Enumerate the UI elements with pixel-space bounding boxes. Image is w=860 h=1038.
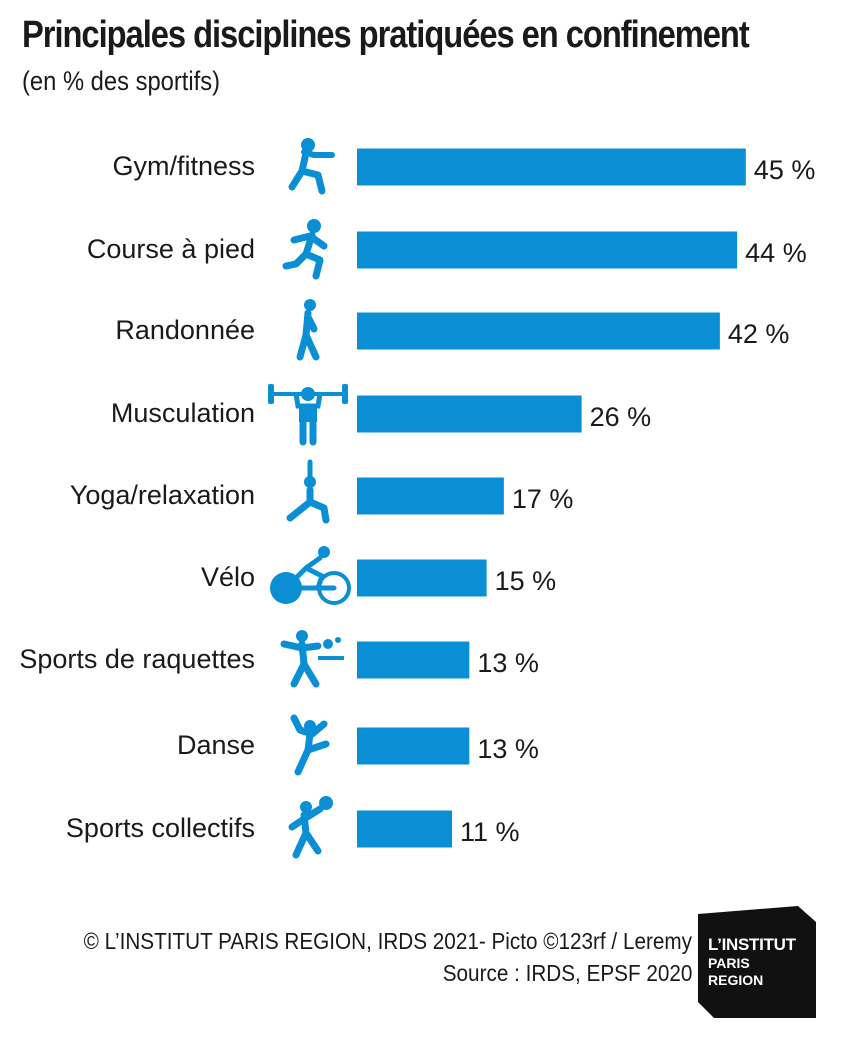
- cycling-icon: [270, 546, 351, 605]
- bar-chart: Gym/fitness 45 % Course à pied 44 % Randonné…: [19, 138, 816, 859]
- category-label: Sports de raquettes: [19, 644, 255, 674]
- team-sports-icon: [288, 796, 333, 859]
- weightlifting-icon: [268, 384, 348, 446]
- institut-logo: [698, 906, 816, 1018]
- yoga-icon: [286, 459, 330, 524]
- bar: [357, 559, 487, 597]
- logo-text: L’INSTITUT PARIS REGION: [708, 936, 796, 987]
- bar: [357, 312, 720, 350]
- value-label: 26 %: [590, 402, 652, 432]
- category-label: Randonnée: [115, 315, 255, 345]
- logo-line-3: REGION: [708, 972, 764, 988]
- category-label: Gym/fitness: [112, 151, 255, 181]
- bar: [357, 395, 582, 433]
- hiking-icon: [296, 299, 320, 361]
- bar: [357, 231, 738, 269]
- copyright-credit: © L’INSTITUT PARIS REGION, IRDS 2021- Pi…: [83, 928, 692, 954]
- value-label: 17 %: [512, 484, 574, 514]
- chart-title: Principales disciplines pratiquées en co…: [22, 14, 750, 56]
- value-label: 45 %: [754, 155, 816, 185]
- bar: [357, 148, 746, 186]
- value-label: 15 %: [495, 566, 557, 596]
- category-label: Danse: [177, 730, 255, 760]
- bar: [357, 477, 504, 515]
- logo-line-1: L’INSTITUT: [708, 935, 796, 954]
- category-label: Vélo: [201, 562, 255, 592]
- logo-line-2: PARIS: [708, 955, 750, 971]
- value-label: 13 %: [477, 648, 539, 678]
- category-label: Sports collectifs: [66, 813, 255, 843]
- dance-icon: [290, 714, 330, 776]
- bar: [357, 727, 470, 765]
- running-icon: [282, 219, 328, 280]
- logo-shape: [698, 906, 816, 1018]
- bar: [357, 641, 470, 679]
- value-label: 13 %: [477, 734, 539, 764]
- value-label: 42 %: [728, 319, 790, 349]
- chart-subtitle: (en % des sportifs): [22, 66, 221, 96]
- bar: [357, 810, 453, 848]
- category-label: Yoga/relaxation: [70, 480, 255, 510]
- category-label: Musculation: [111, 398, 255, 428]
- fitness-icon: [288, 138, 335, 195]
- source-credit: Source : IRDS, EPSF 2020: [442, 960, 692, 986]
- value-label: 11 %: [460, 817, 520, 847]
- table-tennis-icon: [280, 630, 344, 688]
- value-label: 44 %: [745, 238, 807, 268]
- category-label: Course à pied: [87, 234, 255, 264]
